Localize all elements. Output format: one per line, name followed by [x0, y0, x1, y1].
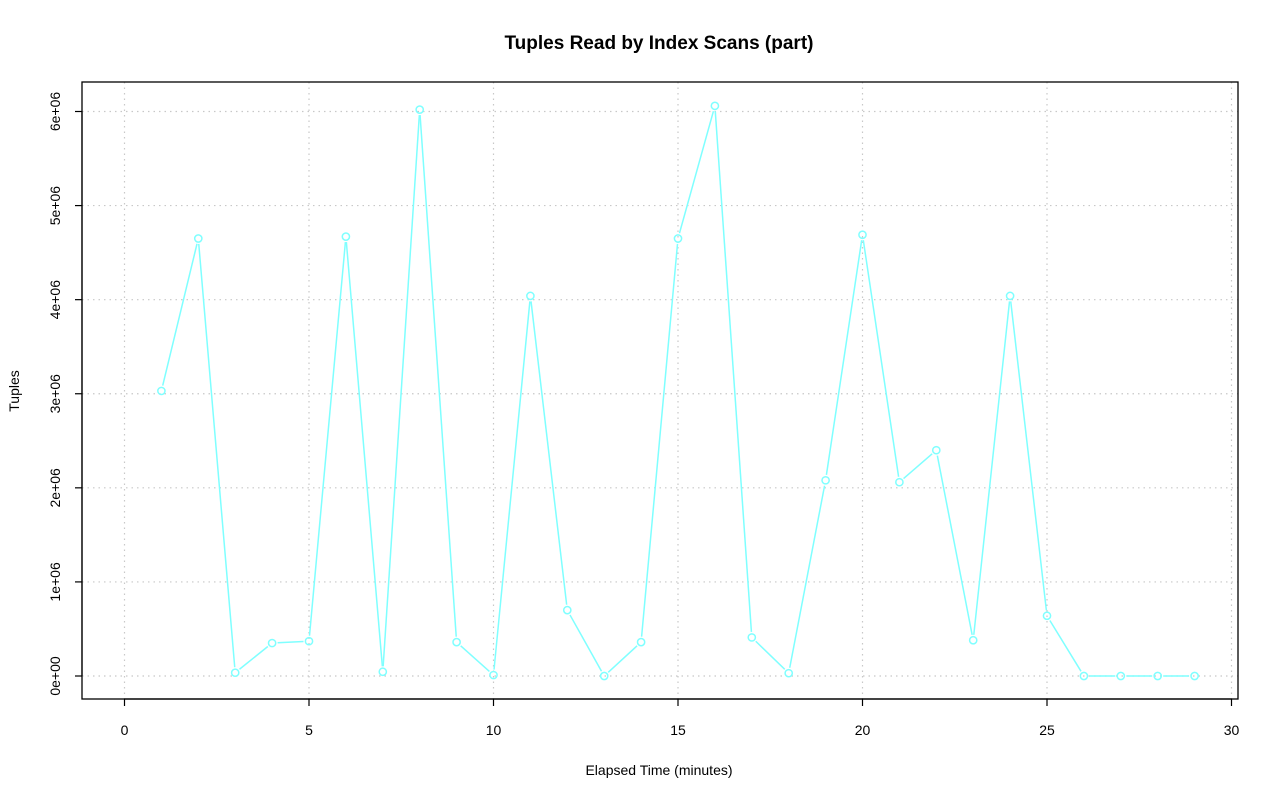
series-line-segment — [678, 110, 715, 234]
series-layer — [157, 101, 1199, 681]
series-line-segment — [1009, 301, 1048, 611]
data-point — [673, 234, 683, 243]
series-line-segment — [277, 640, 304, 644]
series-line-segment — [161, 243, 198, 386]
data-point — [968, 635, 978, 645]
series-line-segment — [382, 115, 421, 667]
y-tick-label: 1e+06 — [47, 562, 63, 602]
y-tick-label: 2e+06 — [47, 468, 63, 508]
chart-title: Tuples Read by Index Scans (part) — [504, 33, 813, 54]
x-tick-label: 25 — [1039, 722, 1055, 738]
data-point — [193, 234, 203, 243]
y-tick-label: 3e+06 — [47, 374, 63, 414]
data-point — [415, 105, 425, 114]
data-point — [784, 668, 794, 678]
data-point — [710, 101, 720, 111]
series-line-segment — [1049, 620, 1082, 672]
data-point — [931, 445, 941, 455]
series-line-segment — [862, 240, 900, 477]
series-line-segment — [936, 455, 973, 635]
x-tick-label: 0 — [121, 722, 129, 738]
data-point — [489, 670, 498, 680]
data-point — [1042, 611, 1052, 621]
data-point — [747, 633, 757, 642]
data-point — [821, 475, 830, 485]
data-point — [1190, 671, 1199, 681]
data-point — [230, 668, 240, 678]
series-line-segment — [345, 242, 384, 667]
y-axis-label: Tuples — [6, 370, 22, 412]
y-tick-label: 0e+00 — [47, 656, 63, 696]
data-point — [157, 386, 166, 396]
data-point — [1116, 671, 1126, 681]
series-line-segment — [903, 453, 933, 480]
data-point — [304, 636, 314, 646]
series-line-segment — [493, 301, 531, 670]
series-line-segment — [569, 614, 603, 672]
series-line-segment — [308, 242, 347, 636]
series-line-segment — [419, 115, 457, 637]
data-point — [1153, 671, 1163, 681]
data-point — [452, 637, 461, 647]
series-line-segment — [607, 645, 638, 673]
x-tick-label: 30 — [1224, 722, 1240, 738]
data-point — [895, 477, 904, 487]
data-point — [526, 291, 535, 301]
series-line-segment — [788, 485, 826, 668]
x-tick-label: 10 — [486, 722, 502, 738]
data-point — [341, 232, 351, 241]
series-line-segment — [530, 301, 568, 605]
data-point — [858, 230, 867, 240]
data-point — [267, 638, 277, 648]
series-line-segment — [198, 243, 236, 668]
x-tick-label: 20 — [855, 722, 871, 738]
series-line-segment — [239, 645, 269, 670]
y-axis: 0e+00 1e+06 2e+06 3e+06 4e+06 5e+06 6e+06 — [47, 92, 83, 696]
data-point — [599, 671, 609, 681]
grid-lines — [82, 82, 1238, 699]
series-line-segment — [755, 640, 786, 670]
series-line-segment — [973, 301, 1011, 635]
data-point — [636, 637, 646, 647]
series-line-segment — [714, 111, 753, 632]
x-tick-label: 5 — [305, 722, 313, 738]
series-line-segment — [640, 243, 679, 637]
y-tick-label: 5e+06 — [47, 186, 63, 226]
x-axis-label: Elapsed Time (minutes) — [585, 762, 732, 778]
data-point — [1005, 291, 1015, 301]
y-tick-label: 4e+06 — [47, 280, 63, 320]
series-line-segment — [460, 645, 490, 672]
series-line-segment — [825, 240, 863, 475]
data-point — [562, 605, 572, 615]
data-point — [1079, 671, 1089, 681]
x-tick-label: 15 — [670, 722, 686, 738]
y-tick-label: 6e+06 — [47, 92, 63, 132]
x-axis: 0 5 10 15 20 25 30 — [121, 698, 1240, 738]
data-point — [378, 667, 388, 677]
plot-frame — [81, 81, 1239, 700]
